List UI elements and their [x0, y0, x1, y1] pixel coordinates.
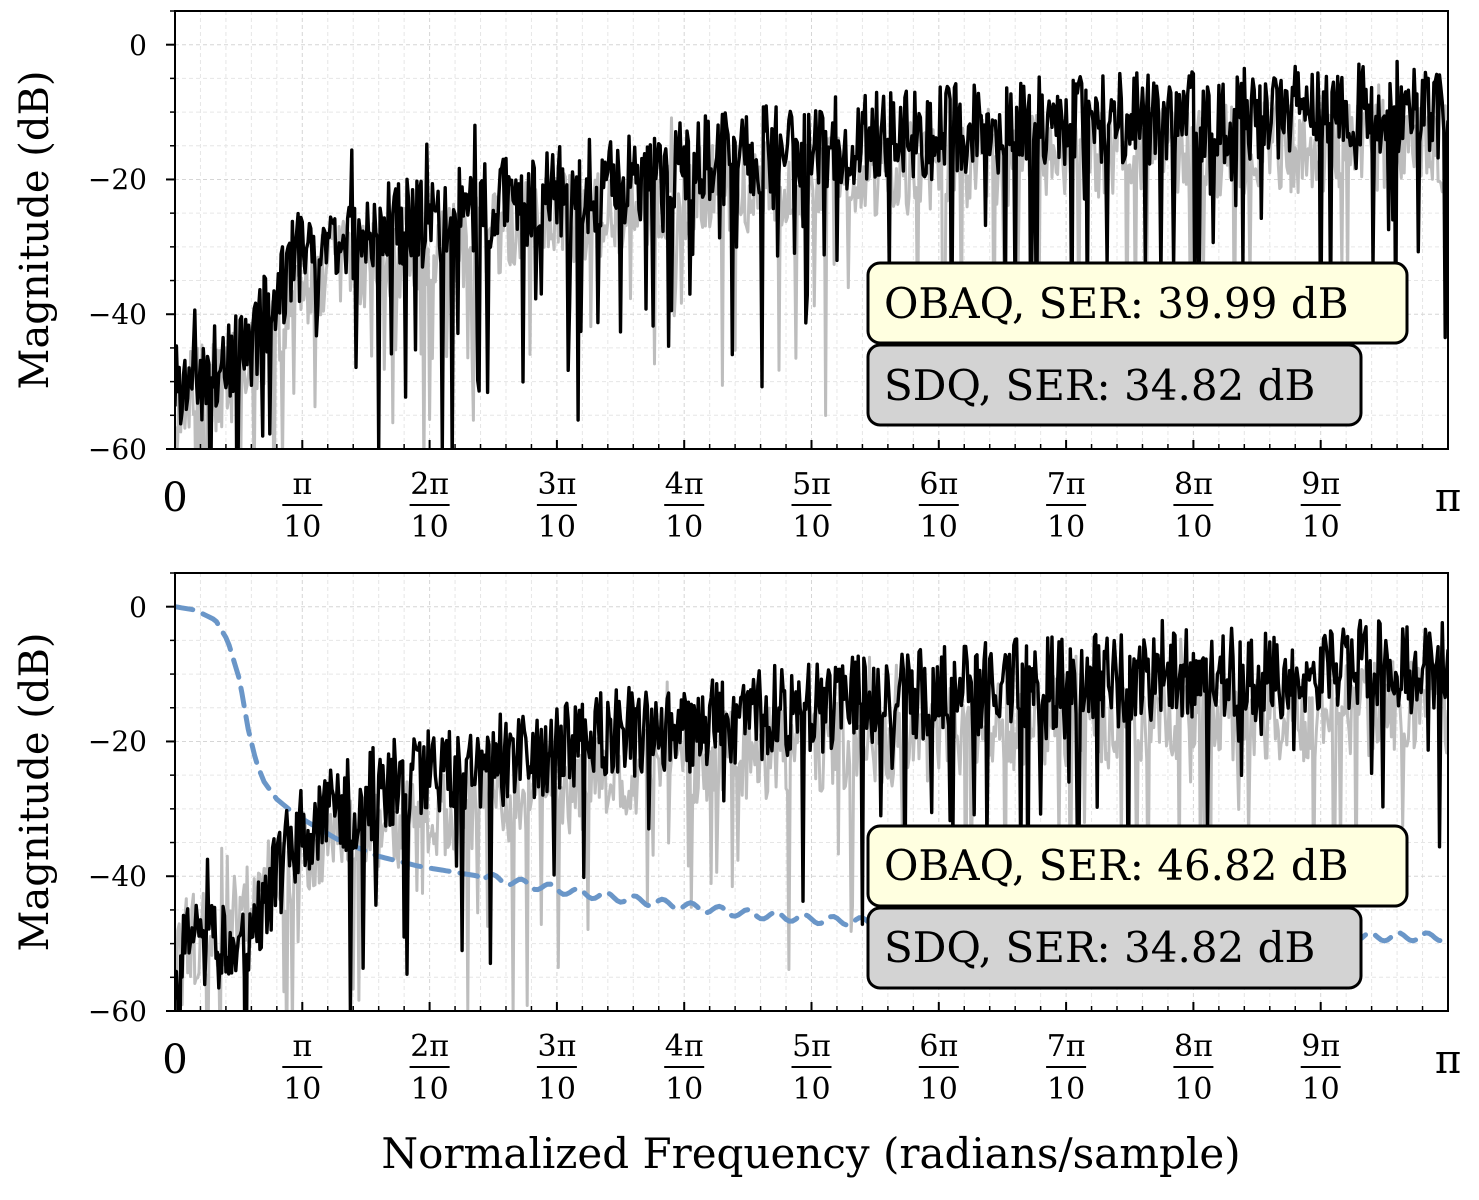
x-axis-label: Normalized Frequency (radians/sample) [381, 1129, 1240, 1178]
y-axis-label: Magnitude (dB) [12, 70, 58, 389]
x-tick-numerator: π [292, 1029, 312, 1064]
x-tick-numerator: 3π [537, 467, 576, 502]
x-tick-label: 0 [162, 1037, 187, 1083]
x-tick-denominator: 10 [1174, 1072, 1212, 1107]
x-tick-numerator: 4π [665, 467, 704, 502]
y-tick-label: −20 [88, 725, 147, 758]
x-tick-labels: 0 π 10 2π 10 3π 10 4π 10 5π 10 6π 10 7π 10 8π 10 9π 10 π [162, 467, 1461, 545]
annotation-label: SDQ, SER: 34.82 dB [884, 923, 1315, 972]
x-tick-numerator: 7π [1047, 467, 1086, 502]
x-tick-label: π [1435, 475, 1461, 521]
x-tick-numerator: π [292, 467, 312, 502]
y-tick-label: −40 [88, 860, 147, 893]
annotation-sdq: SDQ, SER: 34.82 dB [866, 906, 1363, 990]
x-tick-label: π [1435, 1037, 1461, 1083]
y-tick-label: 0 [129, 591, 147, 624]
x-tick-numerator: 2π [410, 467, 449, 502]
x-tick-numerator: 4π [665, 1029, 704, 1064]
y-tick-label: −60 [88, 995, 147, 1028]
y-tick-label: −40 [88, 298, 147, 331]
annotation-box [866, 343, 1363, 427]
x-tick-denominator: 10 [283, 1072, 321, 1107]
top-panel: 0 −20 −40 −60 0 π 10 2π 10 3π 10 4π 10 5π 10 6π 10 7π… [12, 10, 1461, 545]
y-tick-label: −20 [88, 163, 147, 196]
x-tick-denominator: 10 [792, 1072, 830, 1107]
x-tick-numerator: 8π [1174, 467, 1213, 502]
y-tick-label: −60 [88, 433, 147, 466]
annotation-obaq: OBAQ, SER: 46.82 dB [866, 824, 1409, 908]
x-tick-denominator: 10 [665, 1072, 703, 1107]
x-tick-numerator: 9π [1301, 1029, 1340, 1064]
x-tick-denominator: 10 [920, 510, 958, 545]
ticks [166, 572, 1449, 1012]
annotation-label: OBAQ, SER: 46.82 dB [884, 841, 1349, 890]
data-lines [175, 59, 1448, 449]
x-tick-denominator: 10 [1047, 510, 1085, 545]
x-tick-denominator: 10 [665, 510, 703, 545]
x-tick-labels: 0 π 10 2π 10 3π 10 4π 10 5π 10 6π 10 7π 10 8π 10 9π 10 π [162, 1029, 1461, 1107]
x-tick-denominator: 10 [538, 1072, 576, 1107]
x-tick-numerator: 9π [1301, 467, 1340, 502]
x-tick-label: 0 [162, 475, 187, 521]
x-tick-denominator: 10 [1047, 1072, 1085, 1107]
annotation-box [866, 261, 1409, 345]
annotation-obaq: OBAQ, SER: 39.99 dB [866, 261, 1409, 345]
x-tick-denominator: 10 [1302, 510, 1340, 545]
x-tick-denominator: 10 [283, 510, 321, 545]
annotation-box [866, 906, 1363, 990]
x-tick-numerator: 7π [1047, 1029, 1086, 1064]
obaq-spectrum-line [175, 618, 1448, 1011]
x-tick-numerator: 5π [792, 1029, 831, 1064]
x-tick-numerator: 5π [792, 467, 831, 502]
x-tick-denominator: 10 [920, 1072, 958, 1107]
x-tick-denominator: 10 [411, 510, 449, 545]
x-tick-denominator: 10 [792, 510, 830, 545]
x-tick-numerator: 8π [1174, 1029, 1213, 1064]
x-tick-denominator: 10 [1174, 510, 1212, 545]
x-tick-denominator: 10 [1302, 1072, 1340, 1107]
x-tick-numerator: 2π [410, 1029, 449, 1064]
bottom-panel: 0 −20 −40 −60 0 π 10 2π 10 3π 10 4π 10 5π 10 6π 10 7π… [12, 572, 1461, 1178]
ticks [166, 10, 1449, 450]
x-tick-denominator: 10 [538, 510, 576, 545]
x-tick-denominator: 10 [411, 1072, 449, 1107]
obaq-spectrum-line [175, 59, 1448, 449]
annotation-label: OBAQ, SER: 39.99 dB [884, 279, 1349, 328]
x-tick-numerator: 3π [537, 1029, 576, 1064]
annotation-box [866, 824, 1409, 908]
annotation-sdq: SDQ, SER: 34.82 dB [866, 343, 1363, 427]
x-tick-numerator: 6π [919, 1029, 958, 1064]
y-axis-label: Magnitude (dB) [12, 632, 58, 951]
annotation-label: SDQ, SER: 34.82 dB [884, 361, 1315, 410]
y-tick-label: 0 [129, 29, 147, 62]
x-tick-numerator: 6π [919, 467, 958, 502]
